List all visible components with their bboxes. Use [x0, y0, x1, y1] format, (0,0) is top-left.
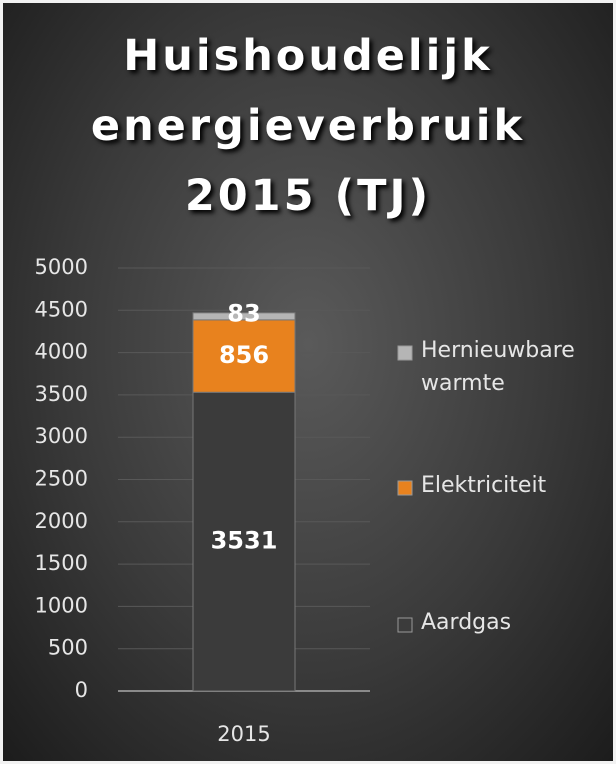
- y-tick-label: 3000: [35, 424, 88, 448]
- x-tick-label: 2015: [217, 722, 270, 746]
- y-tick-label: 4500: [35, 297, 88, 321]
- bar-segment: [192, 319, 296, 393]
- legend-label: Elektriciteit: [421, 473, 547, 498]
- plot: 0 500 1000 1500 2000 2500 3000 3500 4000 4500 5000…: [35, 255, 413, 746]
- bar-segment: [192, 312, 296, 321]
- y-tick-label: 5000: [35, 255, 88, 279]
- y-tick-label: 500: [48, 636, 88, 660]
- legend-label: Aardgas: [421, 610, 512, 635]
- y-tick-label: 4000: [35, 340, 88, 364]
- legend-label: Hernieuwbare warmte: [421, 338, 575, 396]
- y-tick-label: 2500: [35, 467, 88, 491]
- y-tick-label: 1500: [35, 551, 88, 575]
- data-label: 856: [219, 341, 269, 369]
- legend-marker: [397, 345, 413, 361]
- y-tick-label: 0: [75, 678, 88, 702]
- bar-segment: [192, 391, 296, 692]
- y-tick-label: 1000: [35, 593, 88, 617]
- y-tick-label: 3500: [35, 382, 88, 406]
- data-label: 83: [227, 299, 260, 327]
- chart-title: Huishoudelijk energieverbruik 2015 (TJ): [90, 31, 526, 221]
- legend-marker: [397, 480, 413, 496]
- data-label: 3531: [211, 527, 278, 555]
- y-tick-label: 2000: [35, 509, 88, 533]
- legend-marker: [397, 617, 413, 633]
